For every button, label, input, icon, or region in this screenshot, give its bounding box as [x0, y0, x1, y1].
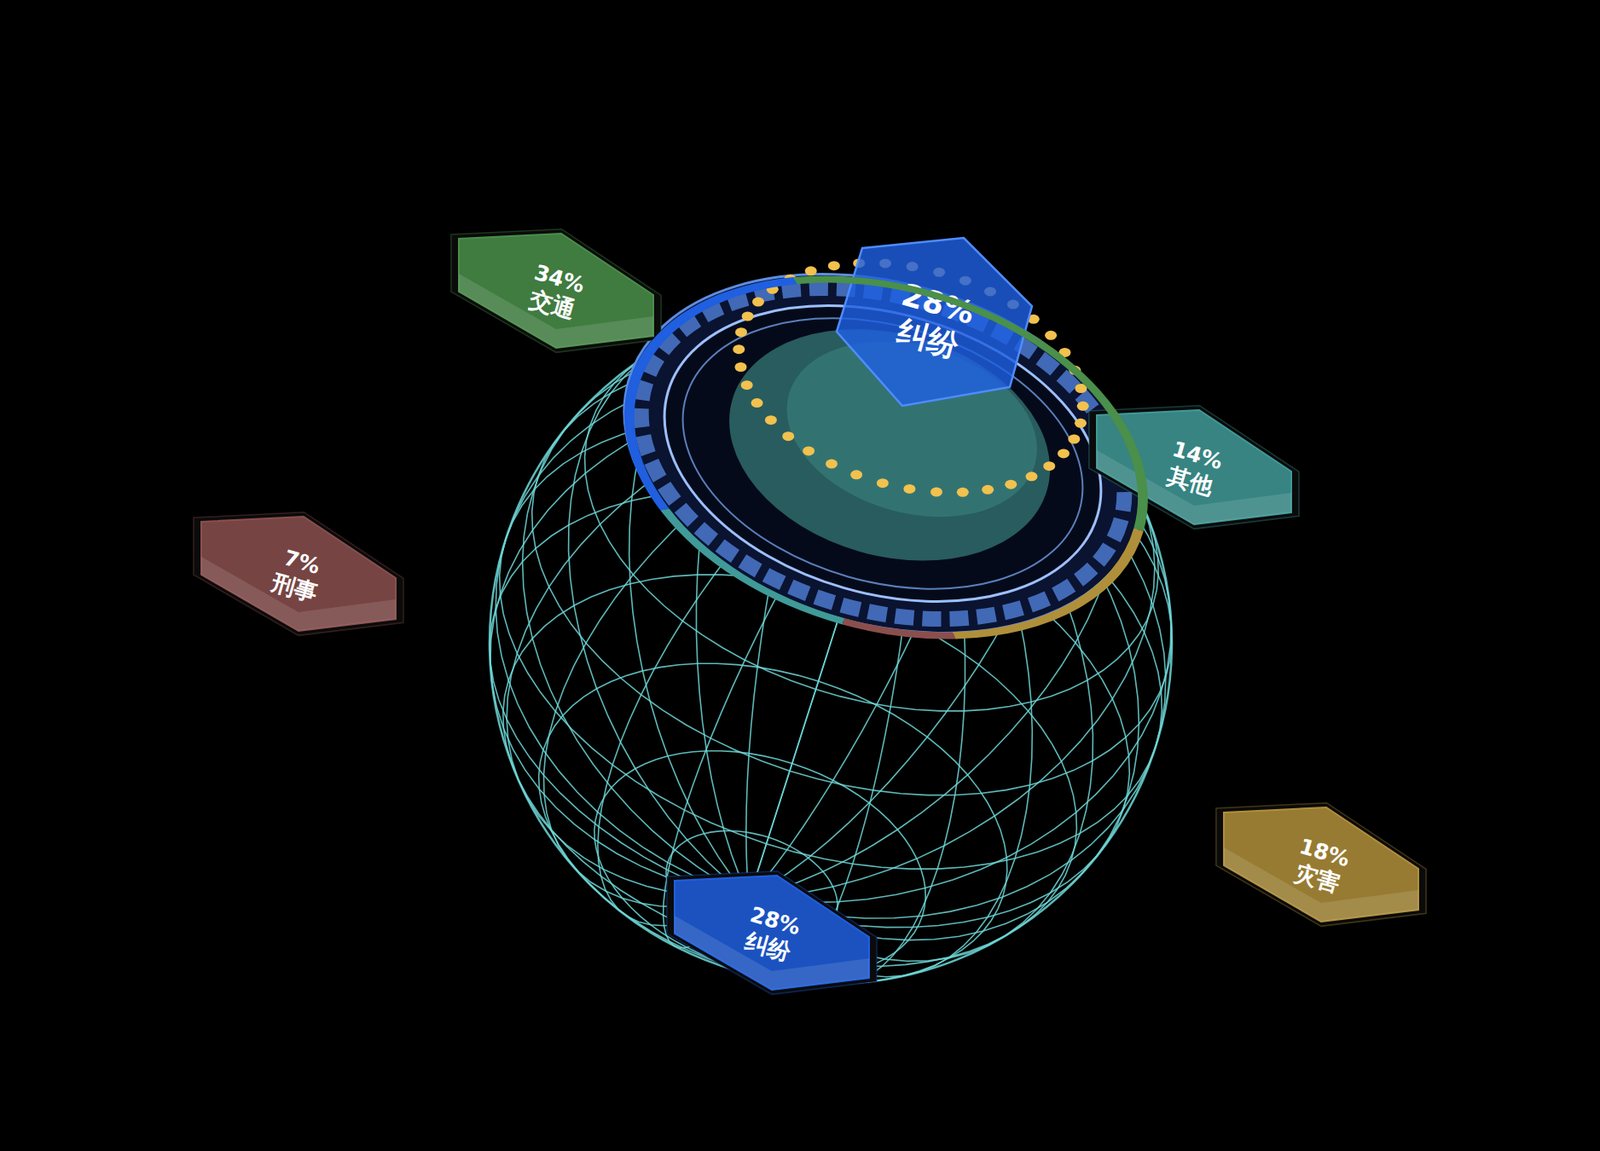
svg-text:其他: 其他 [1163, 461, 1217, 500]
svg-text:14%: 14% [1169, 436, 1226, 475]
svg-text:7%: 7% [281, 545, 323, 580]
svg-text:34%: 34% [531, 260, 588, 298]
svg-text:纠纷: 纠纷 [892, 313, 963, 365]
svg-text:刑事: 刑事 [267, 568, 320, 607]
svg-text:灾害: 灾害 [1291, 859, 1343, 899]
svg-text:纠纷: 纠纷 [741, 927, 795, 966]
svg-text:28%: 28% [747, 902, 804, 941]
svg-text:28%: 28% [897, 277, 979, 331]
svg-text:18%: 18% [1296, 834, 1353, 872]
svg-text:交通: 交通 [525, 284, 578, 324]
